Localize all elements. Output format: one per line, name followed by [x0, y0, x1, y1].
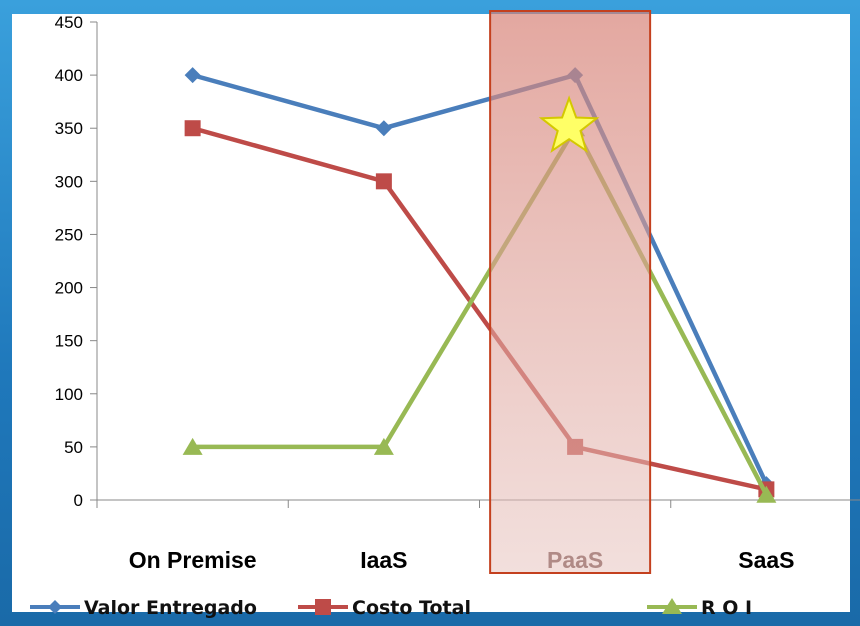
y-tick-label: 150	[55, 332, 83, 351]
x-category-label: IaaS	[360, 547, 407, 573]
series-line-0	[192, 72, 769, 486]
data-point-square	[375, 173, 392, 190]
data-point-triangle	[756, 485, 777, 503]
y-tick-label: 200	[55, 279, 83, 298]
y-tick-label: 250	[55, 225, 83, 244]
legend-label-1: Costo Total	[352, 597, 471, 619]
labels-layer: On Premise IaaS PaaS SaaS	[129, 547, 795, 573]
star-icon	[538, 95, 600, 154]
series-layer	[182, 67, 777, 503]
series-line-1	[192, 126, 767, 492]
data-point-triangle	[373, 437, 394, 455]
highlight-band	[489, 10, 652, 574]
data-point-triangle	[182, 437, 203, 455]
data-point-square	[184, 120, 201, 137]
legend: Valor Entregado Costo Total R O I	[30, 597, 752, 619]
legend-marker-diamond	[48, 600, 62, 614]
y-tick-label: 450	[55, 13, 83, 32]
legend-label-2: R O I	[701, 597, 752, 619]
legend-marker-square	[315, 599, 331, 615]
y-tick-label: 50	[64, 438, 83, 457]
highlight-layer	[489, 10, 652, 574]
series-line-2	[192, 125, 769, 496]
y-tick-label: 0	[74, 491, 83, 510]
x-category-label: On Premise	[129, 547, 257, 573]
legend-label-0: Valor Entregado	[84, 597, 257, 619]
y-tick-label: 350	[55, 119, 83, 138]
data-point-diamond	[184, 67, 201, 84]
x-category-label: PaaS	[547, 547, 603, 573]
y-tick-label: 400	[55, 66, 83, 85]
y-tick-label: 300	[55, 172, 83, 191]
data-point-diamond	[375, 120, 392, 137]
x-category-label: SaaS	[738, 547, 794, 573]
axes: 0 50 100 150 200 250 300 350 400 450	[55, 13, 860, 510]
y-tick-label: 100	[55, 385, 83, 404]
legend-marker-triangle	[662, 598, 682, 614]
